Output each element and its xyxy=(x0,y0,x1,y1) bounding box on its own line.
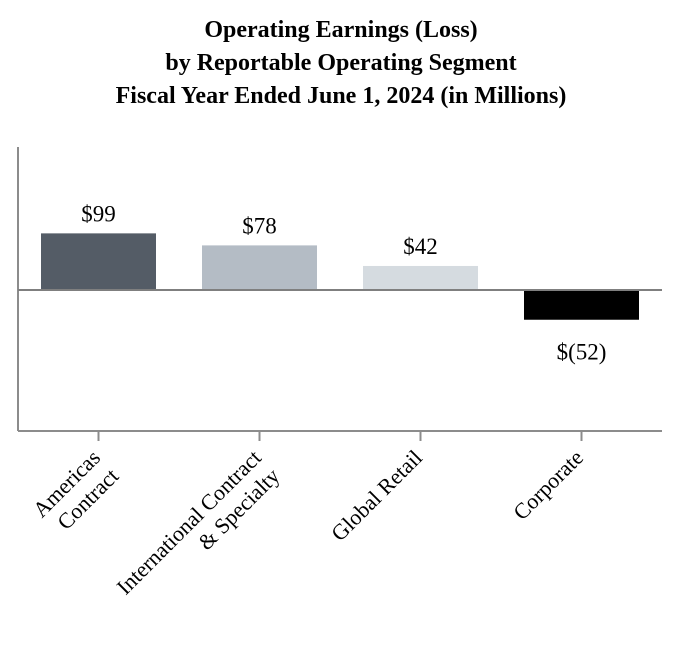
category-label-3: Corporate xyxy=(508,445,588,525)
value-label-1: $78 xyxy=(242,213,277,238)
chart-title-line-1: Operating Earnings (Loss) xyxy=(204,17,478,43)
bar-0 xyxy=(41,233,156,290)
category-label-2-line-0: Global Retail xyxy=(326,445,427,546)
bar-3 xyxy=(524,290,639,320)
value-label-0: $99 xyxy=(81,201,116,226)
value-label-3: $(52) xyxy=(557,340,607,365)
category-label-3-line-0: Corporate xyxy=(508,445,588,525)
category-label-1: International Contract& Specialty xyxy=(111,445,284,600)
chart-title-line-2: by Reportable Operating Segment xyxy=(165,50,517,76)
chart-title: Operating Earnings (Loss) by Reportable … xyxy=(0,14,682,113)
chart-title-line-3: Fiscal Year Ended June 1, 2024 (in Milli… xyxy=(115,83,567,109)
value-label-2: $42 xyxy=(403,234,438,259)
category-label-2: Global Retail xyxy=(326,445,427,546)
bar-1 xyxy=(202,245,317,290)
bar-2 xyxy=(363,265,478,290)
